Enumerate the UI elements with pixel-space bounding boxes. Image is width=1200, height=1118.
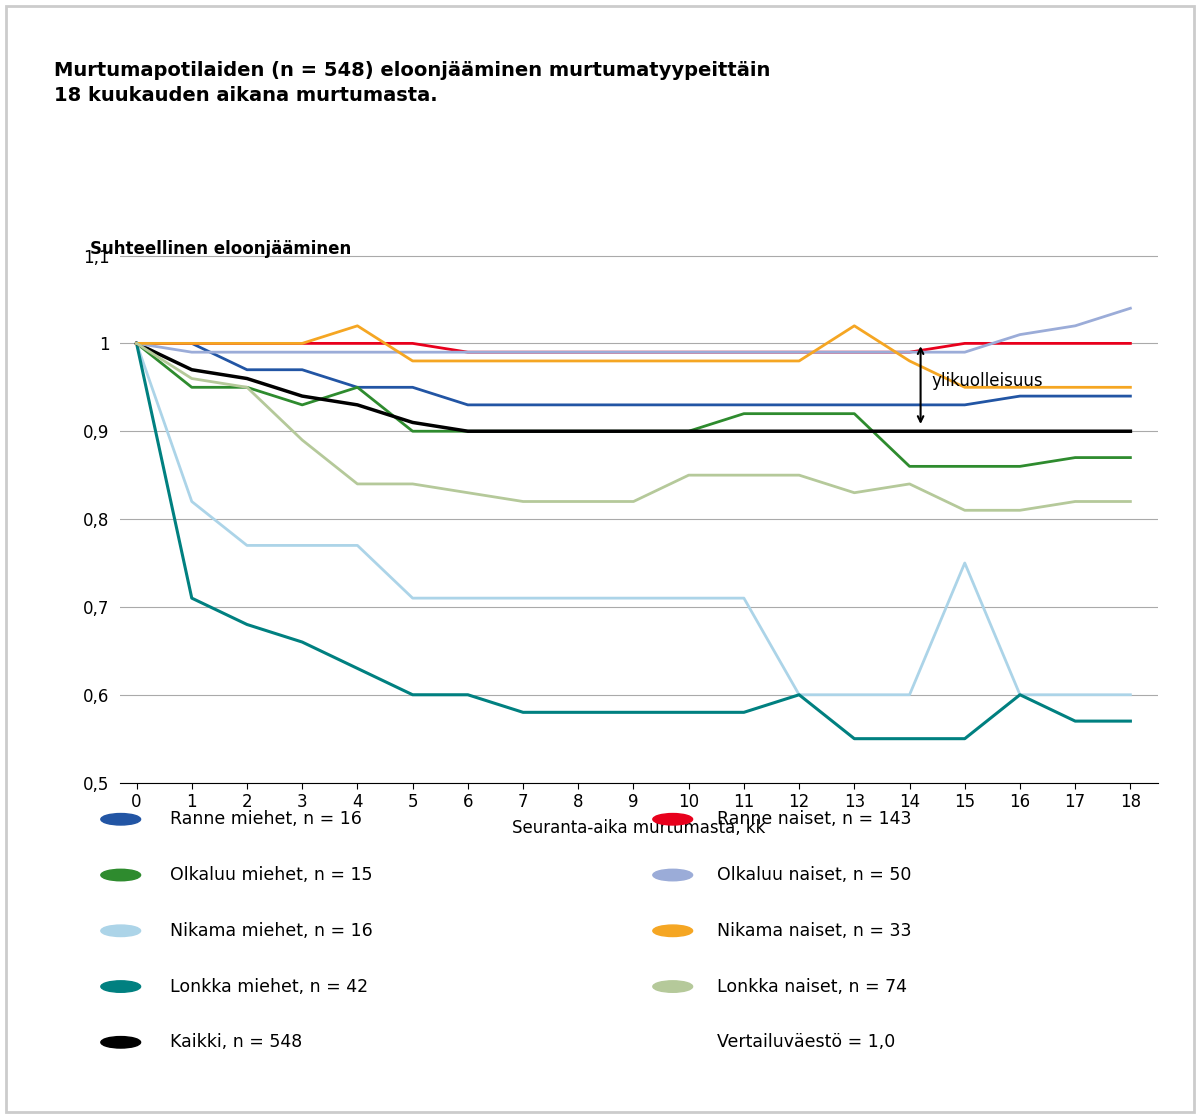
Text: Nikama naiset, n = 33: Nikama naiset, n = 33 xyxy=(716,921,911,940)
Circle shape xyxy=(101,925,140,937)
Text: Lonkka miehet, n = 42: Lonkka miehet, n = 42 xyxy=(170,977,368,995)
Circle shape xyxy=(653,814,692,825)
Text: Lonkka naiset, n = 74: Lonkka naiset, n = 74 xyxy=(716,977,907,995)
Text: Murtumapotilaiden (n = 548) eloonjääminen murtumatyypeittäin
18 kuukauden aikana: Murtumapotilaiden (n = 548) eloonjäämine… xyxy=(54,61,770,105)
X-axis label: Seuranta-aika murtumasta, kk: Seuranta-aika murtumasta, kk xyxy=(512,819,766,837)
Text: Olkaluu miehet, n = 15: Olkaluu miehet, n = 15 xyxy=(170,866,373,884)
Text: Olkaluu naiset, n = 50: Olkaluu naiset, n = 50 xyxy=(716,866,911,884)
Circle shape xyxy=(653,980,692,993)
Text: Ranne miehet, n = 16: Ranne miehet, n = 16 xyxy=(170,811,362,828)
Circle shape xyxy=(101,980,140,993)
Text: ylikuolleisuus: ylikuolleisuus xyxy=(931,371,1043,390)
Circle shape xyxy=(653,870,692,881)
Circle shape xyxy=(653,925,692,937)
Text: Vertailuväestö = 1,0: Vertailuväestö = 1,0 xyxy=(716,1033,895,1051)
Circle shape xyxy=(101,1036,140,1048)
Text: KUVIO 2.: KUVIO 2. xyxy=(20,19,109,37)
Circle shape xyxy=(101,870,140,881)
Text: Kaikki, n = 548: Kaikki, n = 548 xyxy=(170,1033,302,1051)
Text: Ranne naiset, n = 143: Ranne naiset, n = 143 xyxy=(716,811,911,828)
Text: Suhteellinen eloonjääminen: Suhteellinen eloonjääminen xyxy=(90,240,352,258)
Text: Nikama miehet, n = 16: Nikama miehet, n = 16 xyxy=(170,921,373,940)
Circle shape xyxy=(101,814,140,825)
